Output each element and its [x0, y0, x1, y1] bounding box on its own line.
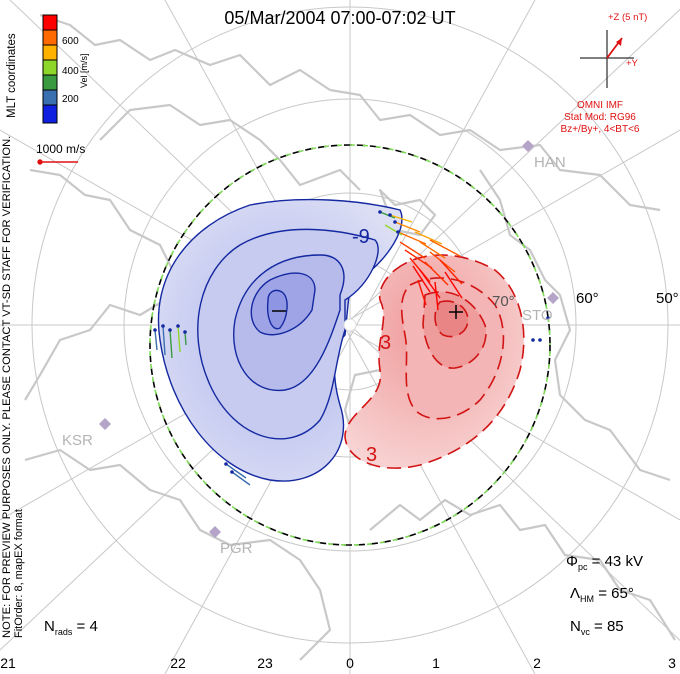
- preview-notice: NOTE: FOR PREVIEW PURPOSES ONLY. PLEASE …: [1, 135, 13, 638]
- latitude-label-70: 70°: [492, 293, 515, 310]
- n-vc-value: 85: [606, 618, 624, 635]
- station-sto-marker: [547, 292, 559, 304]
- dawn-cell: [344, 254, 525, 469]
- color-tick-600: 600: [62, 36, 79, 47]
- coast-west: [24, 168, 177, 401]
- mlt-label-23: 23: [257, 655, 273, 671]
- mlt-label-22: 22: [170, 655, 186, 671]
- mlt-label-2: 2: [533, 655, 541, 671]
- vector-origins: [153, 210, 550, 474]
- imf-source: OMNI IMF: [576, 100, 624, 111]
- station-markers: [99, 140, 559, 538]
- phi-pc-value: 43 kV: [604, 553, 643, 570]
- pole-marker: [343, 318, 357, 332]
- mlt-label-0: 0: [346, 655, 354, 671]
- hm-boundary-green: [149, 144, 551, 546]
- station-ksr-marker: [99, 418, 111, 430]
- mlt-coordinates-label: MLT coordinates: [6, 33, 18, 118]
- potential-max-marker: [449, 305, 463, 319]
- station-sto-label: STO: [522, 307, 553, 324]
- contour-label-3b: 3: [366, 444, 378, 466]
- station-han-marker: [522, 140, 534, 152]
- coast-north: [39, 13, 661, 212]
- imf-model-info: OMNI IMF Stat Mod: RG96 Bz+/By+, 4<BT<6: [530, 100, 670, 136]
- mlt-label-1: 1: [432, 655, 440, 671]
- contour-label-neg9: -9: [352, 226, 370, 248]
- coast-southeast: [369, 498, 676, 641]
- color-tick-200: 200: [62, 94, 79, 105]
- contour-label-3a: 3: [380, 332, 392, 354]
- station-pgr-marker: [209, 526, 221, 538]
- scale-vector-label: 1000 m/s: [36, 142, 86, 156]
- scale-vector: [37, 159, 78, 165]
- station-han-label: HAN: [534, 154, 566, 171]
- coast-greenland: [99, 103, 361, 191]
- lambda-hm-stat: ΛHM = 65°: [570, 585, 634, 604]
- fit-order-label: FitOrder: 8, mapEX format: [13, 509, 25, 638]
- coast-east: [479, 169, 671, 482]
- mlt-label-21: 21: [0, 655, 16, 671]
- color-tick-400: 400: [62, 66, 79, 77]
- n-vc-stat: Nvc = 85: [570, 618, 624, 637]
- imf-condition: Bz+/By+, 4<BT<6: [560, 124, 640, 135]
- n-rads-value: 4: [89, 618, 98, 635]
- coast-southwest: [24, 448, 332, 661]
- dusk-cell: [157, 198, 403, 482]
- latitude-label-60: 60°: [576, 290, 599, 307]
- plot-title: 05/Mar/2004 07:00-07:02 UT: [224, 8, 456, 28]
- latitude-label-50: 50°: [656, 290, 679, 307]
- mlt-label-3: 3: [668, 655, 676, 671]
- lambda-hm-value: 65°: [611, 585, 634, 602]
- color-scale-unit: Vel [m/s]: [79, 53, 89, 88]
- imf-dial: [580, 30, 634, 88]
- meridian-d: [164, 0, 536, 674]
- color-bar: [42, 14, 58, 124]
- dusk-cell-contour-5: [266, 289, 288, 330]
- imf-z-label: +Z (5 nT): [608, 12, 648, 23]
- station-pgr-label: PGR: [220, 540, 253, 557]
- stat-model: Stat Mod: RG96: [564, 112, 636, 123]
- dawn-cell-contour-4: [434, 300, 469, 338]
- n-rads-stat: Nrads = 4: [44, 618, 98, 637]
- station-ksr-label: KSR: [62, 432, 93, 449]
- imf-y-label: +Y: [626, 58, 638, 69]
- phi-pc-stat: Φpc = 43 kV: [566, 553, 643, 572]
